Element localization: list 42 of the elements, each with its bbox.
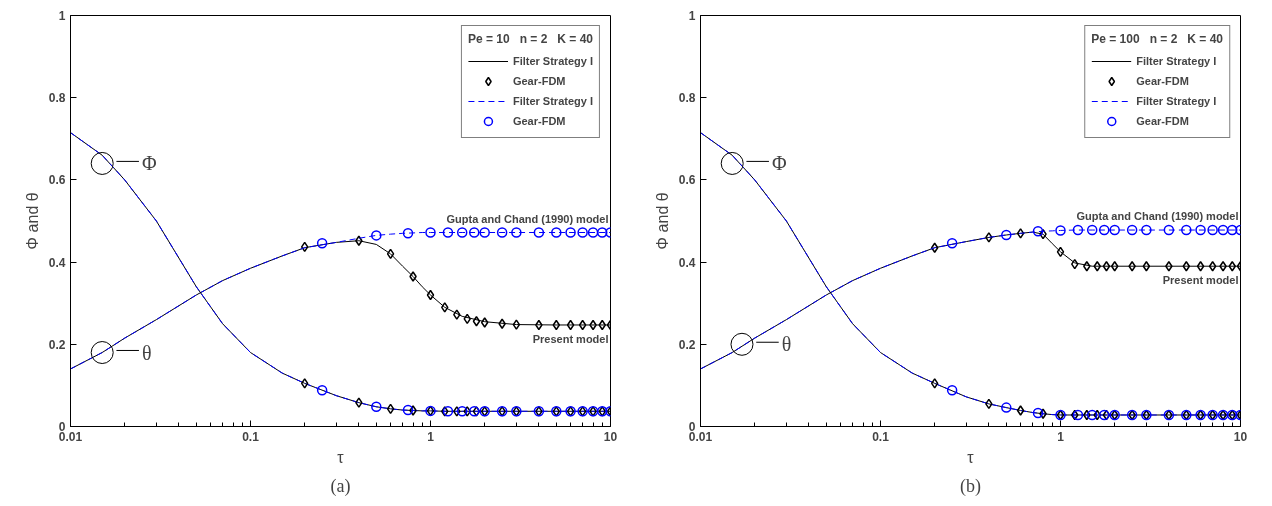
legend-label: Gear-FDM: [512, 114, 566, 129]
x-tick-label: 1: [427, 429, 435, 444]
y-tick-label: 0.6: [678, 173, 696, 188]
y-axis-title: Φ and θ: [653, 192, 671, 250]
y-axis-title: Φ and θ: [23, 192, 41, 250]
text: (b): [960, 475, 982, 497]
legend-title: Pe = 100 n = 2 K = 40: [1091, 32, 1223, 46]
legend-label: Filter Strategy I: [1136, 94, 1217, 109]
legend-title: Pe = 10 n = 2 K = 40: [467, 32, 593, 46]
legend-label: Gear-FDM: [512, 74, 566, 89]
legend-label: Filter Strategy I: [512, 54, 593, 69]
y-tick-label: 1: [688, 9, 696, 23]
legend-label: Filter Strategy I: [1136, 54, 1217, 69]
y-tick-label: 0: [688, 420, 696, 434]
y-tick-label: 0.2: [48, 337, 66, 352]
x-tick-label: 1: [1057, 429, 1065, 444]
annotation: Φ: [141, 152, 157, 175]
x-tick-label: 0.1: [242, 429, 260, 444]
annotation: Gupta and Chand (1990) model: [1076, 210, 1239, 223]
y-tick-label: 0.6: [48, 173, 66, 188]
x-tick-label: 10: [1233, 429, 1248, 444]
text: (a): [330, 475, 351, 497]
annotation: Present model: [532, 332, 609, 345]
legend-label: Filter Strategy I: [512, 94, 593, 109]
x-tick-label: 10: [603, 429, 618, 444]
x-axis-title: τ: [967, 448, 975, 466]
annotation: Present model: [1162, 274, 1239, 287]
annotation: Φ: [771, 152, 787, 175]
y-tick-label: 0.8: [48, 91, 66, 106]
y-tick-label: 0.4: [678, 255, 696, 270]
annotation: Gupta and Chand (1990) model: [446, 212, 609, 225]
y-tick-label: 0.2: [678, 337, 696, 352]
x-axis-title: τ: [337, 448, 345, 466]
annotation: θ: [781, 333, 792, 356]
y-tick-label: 0.4: [48, 255, 66, 270]
x-tick-label: 0.1: [872, 429, 890, 444]
y-tick-label: 0.8: [678, 91, 696, 106]
legend-label: Gear-FDM: [1136, 74, 1189, 89]
y-tick-label: 1: [58, 9, 66, 23]
legend-label: Gear-FDM: [1136, 114, 1189, 129]
y-tick-label: 0: [58, 420, 66, 434]
annotation: θ: [141, 341, 152, 364]
